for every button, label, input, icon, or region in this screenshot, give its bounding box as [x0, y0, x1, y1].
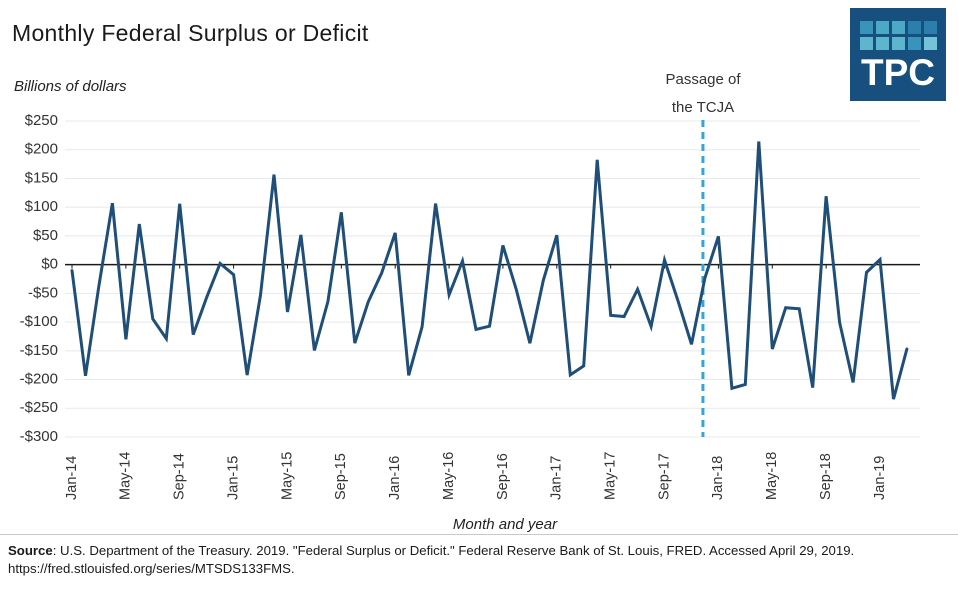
event-annotation-line2: the TCJA [671, 99, 735, 116]
logo-square [907, 37, 921, 50]
y-tick-label: -$50 [28, 284, 58, 301]
event-annotation: Passage of the TCJA [665, 66, 740, 122]
y-tick-label: $150 [25, 169, 58, 186]
y-tick-labels: $250 $200 $150 $100 $50 $0 -$50 -$100 -$150 -$200… [20, 112, 58, 445]
x-tick-label: Jan-14 [64, 456, 80, 500]
x-tick-label: Sep-15 [333, 453, 349, 500]
x-tick-label: Jan-15 [225, 456, 241, 500]
event-annotation-line1: Passage of [665, 71, 741, 88]
surplus-deficit-series [70, 141, 909, 400]
y-tick-label: $250 [25, 112, 58, 129]
footer-divider [0, 534, 958, 535]
source-note: Source: U.S. Department of the Treasury.… [8, 542, 952, 578]
y-tick-label: -$100 [20, 313, 58, 330]
x-tick-label: May-15 [279, 452, 295, 500]
logo-square [891, 21, 905, 34]
x-tick-label: May-14 [118, 452, 134, 500]
logo-square [923, 21, 937, 34]
logo-wordmark: TPC [861, 52, 935, 93]
source-label: Source [8, 543, 53, 558]
chart-title: Monthly Federal Surplus or Deficit [12, 20, 369, 46]
y-tick-label: $0 [41, 256, 58, 273]
chart-svg: $250 $200 $150 $100 $50 $0 -$50 -$100 -$150 -$200… [20, 112, 920, 500]
y-tick-label: -$150 [20, 342, 58, 359]
x-tick-label: Sep-18 [818, 453, 834, 500]
logo-square [891, 37, 905, 50]
x-tick-label: Sep-17 [656, 453, 672, 500]
x-tick-label: Jan-19 [872, 456, 888, 500]
x-tick-label: Jan-16 [387, 456, 403, 500]
x-tick-label: Sep-14 [172, 453, 188, 500]
y-tick-label: $100 [25, 198, 58, 215]
y-tick-label: -$200 [20, 371, 58, 388]
x-tick-label: May-16 [441, 452, 457, 500]
x-tick-label: May-18 [764, 452, 780, 500]
x-tick-label: Jan-18 [710, 456, 726, 500]
x-tick-labels: Jan-14 May-14 Sep-14 Jan-15 May-15 Sep-15 Jan-… [64, 452, 888, 500]
x-tick-label: Jan-17 [549, 456, 565, 500]
x-tick-label: May-17 [602, 452, 618, 500]
x-tick-label: Sep-16 [495, 453, 511, 500]
source-text: : U.S. Department of the Treasury. 2019.… [52, 543, 855, 558]
y-tick-label: -$250 [20, 399, 58, 416]
x-axis-title: Month and year [452, 516, 558, 533]
logo-square [923, 37, 937, 50]
logo-square [907, 21, 921, 34]
tpc-logo: TPC [850, 8, 946, 101]
logo-square [875, 37, 889, 50]
line-chart: $250 $200 $150 $100 $50 $0 -$50 -$100 -$150 -$200… [0, 110, 958, 510]
logo-squares-grid [859, 21, 937, 50]
gridlines [65, 120, 920, 438]
y-tick-label: -$300 [20, 428, 58, 445]
logo-square [875, 21, 889, 34]
logo-square [859, 21, 873, 34]
y-tick-label: $200 [25, 141, 58, 158]
source-url: https://fred.stlouisfed.org/series/MTSDS… [8, 561, 295, 576]
logo-square [859, 37, 873, 50]
y-axis-units-label: Billions of dollars [14, 78, 127, 95]
y-tick-label: $50 [33, 227, 58, 244]
